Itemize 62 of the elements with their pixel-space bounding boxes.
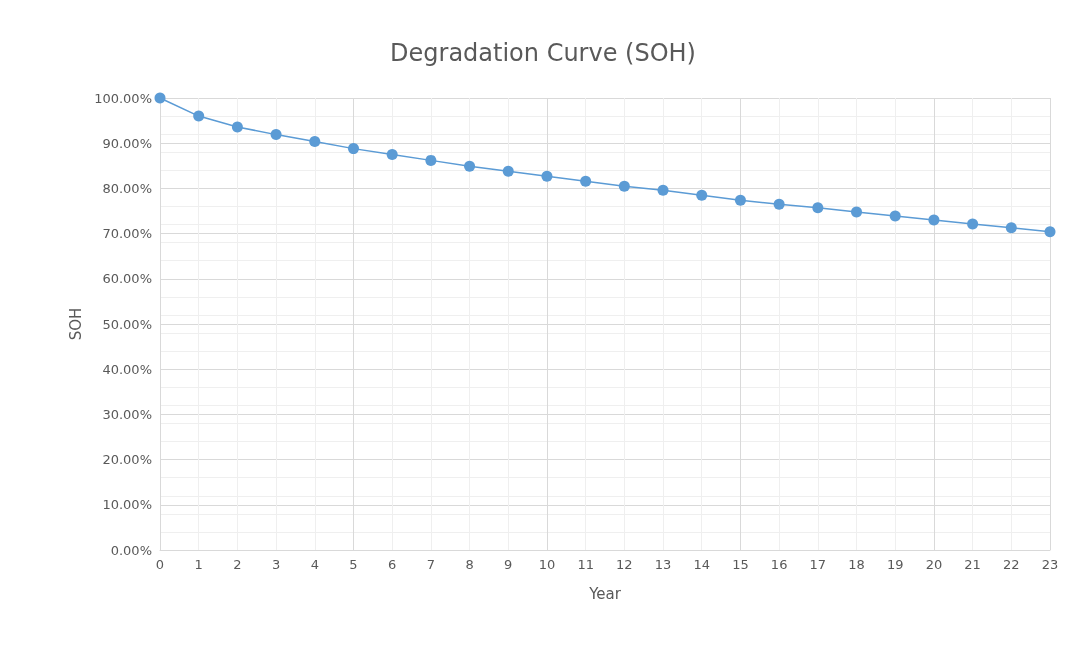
point — [193, 110, 205, 122]
point — [580, 175, 592, 187]
x-tick-label: 19 — [886, 557, 904, 572]
x-tick-label: 13 — [654, 557, 672, 572]
point — [386, 149, 398, 160]
x-tick-label: 6 — [388, 557, 397, 572]
point — [425, 154, 437, 166]
y-axis-title: SOH — [66, 307, 85, 341]
x-tick-label: 18 — [848, 557, 865, 572]
point — [464, 160, 476, 172]
x-tick-label: 9 — [504, 557, 513, 572]
y-tick-label: 40.00% — [102, 361, 152, 377]
x-tick-label: 1 — [194, 557, 203, 572]
point — [1044, 226, 1056, 238]
point — [502, 165, 514, 177]
y-tick-label: 10.00% — [102, 497, 152, 513]
y-tick-label: 70.00% — [102, 226, 152, 242]
point — [967, 218, 979, 230]
x-tick-label: 14 — [693, 557, 711, 572]
x-tick-label: 15 — [732, 557, 749, 572]
y-tick-label: 80.00% — [102, 180, 152, 196]
x-tick-label: 5 — [349, 557, 358, 572]
y-tick-label: 90.00% — [102, 135, 152, 151]
x-tick-label: 21 — [964, 557, 981, 572]
point — [154, 92, 166, 104]
point — [812, 202, 824, 214]
y-tick-label: 20.00% — [102, 452, 152, 468]
point — [1005, 222, 1017, 234]
x-tick-label: 20 — [925, 557, 943, 572]
point — [541, 170, 553, 182]
x-tick-label: 12 — [616, 557, 633, 572]
x-tick-label: 0 — [155, 557, 165, 572]
point — [309, 135, 321, 147]
point — [889, 210, 901, 222]
point — [657, 184, 669, 196]
x-tick-label: 17 — [809, 557, 827, 572]
x-tick-label: 10 — [538, 557, 556, 572]
chart-title: Degradation Curve (SOH) — [390, 39, 696, 67]
y-tick-label: 0.00% — [110, 542, 152, 558]
x-tick-label: 4 — [310, 557, 319, 572]
point — [773, 198, 785, 210]
y-tick-label: 100.00% — [94, 90, 152, 106]
point — [270, 129, 282, 141]
point — [851, 206, 863, 218]
point — [618, 180, 630, 192]
x-tick-label: 11 — [577, 557, 594, 572]
point — [231, 121, 243, 133]
y-tick-label: 60.00% — [102, 271, 152, 287]
x-axis-title: Year — [588, 584, 622, 603]
point — [347, 143, 359, 155]
y-tick-label: 50.00% — [102, 316, 152, 332]
x-tick-label: 22 — [1003, 557, 1020, 572]
x-tick-label: 7 — [426, 557, 436, 572]
y-tick-label: 30.00% — [102, 406, 152, 422]
x-tick-label: 2 — [233, 557, 242, 572]
x-tick-label: 8 — [465, 557, 474, 572]
x-tick-label: 23 — [1041, 557, 1059, 572]
point — [696, 189, 708, 201]
x-tick-label: 3 — [271, 557, 281, 572]
x-tick-label: 16 — [770, 557, 788, 572]
point — [928, 214, 940, 226]
point — [734, 194, 746, 206]
